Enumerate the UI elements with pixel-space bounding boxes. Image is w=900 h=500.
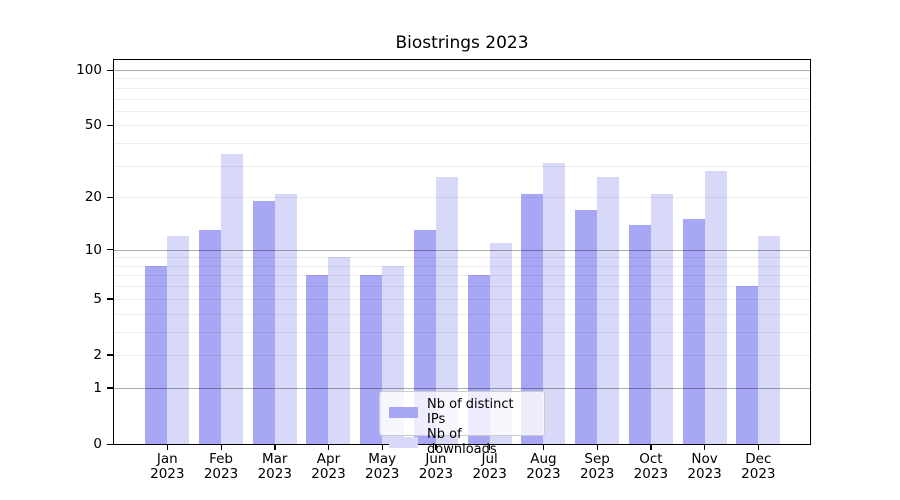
- y-tick-label-100: 100: [76, 62, 102, 78]
- legend-swatch-downloads-icon: [389, 436, 418, 448]
- gridline-minor-60: [114, 110, 810, 112]
- x-tick-label-jul: Jul 2023: [472, 451, 507, 482]
- gridline-major-10: [114, 249, 810, 251]
- x-tick-label-jan: Jan 2023: [150, 451, 185, 482]
- x-tick-label-dec: Dec 2023: [741, 451, 776, 482]
- x-tick-jan: [166, 445, 169, 450]
- y-tick-label-20: 20: [84, 189, 102, 206]
- gridline-minor-40: [114, 143, 810, 145]
- gridline-minor-2: [114, 354, 810, 356]
- bar-downloads-feb: [221, 153, 244, 444]
- bar-downloads-oct: [650, 193, 673, 444]
- x-tick-jun: [435, 445, 437, 450]
- gridline-minor-3: [114, 331, 810, 333]
- bar-ips-may: [360, 275, 383, 444]
- x-tick-label-aug: Aug 2023: [526, 451, 561, 482]
- gridline-minor-7: [114, 275, 810, 277]
- legend-label-distinct-ips: Nb of distinct IPs: [427, 397, 514, 427]
- gridline-minor-70: [114, 98, 810, 100]
- x-tick-jul: [489, 445, 491, 450]
- legend-item-downloads: Nb of downloads: [389, 427, 535, 457]
- bar-downloads-sep: [597, 176, 620, 444]
- legend-label-downloads: Nb of downloads: [427, 427, 497, 457]
- y-tick-0: [107, 443, 114, 445]
- x-tick-nov: [704, 445, 706, 450]
- bar-ips-dec: [736, 286, 759, 444]
- gridline-minor-5: [114, 298, 810, 300]
- x-tick-aug: [542, 445, 545, 450]
- x-tick-label-jun: Jun 2023: [418, 451, 454, 482]
- bar-ips-feb: [199, 230, 222, 444]
- x-tick-label-nov: Nov 2023: [687, 451, 722, 482]
- bar-downloads-mar: [274, 193, 297, 444]
- bar-ips-aug: [521, 193, 544, 444]
- x-tick-label-feb: Feb 2023: [203, 451, 239, 482]
- x-tick-oct: [650, 445, 652, 450]
- gridline-minor-80: [114, 87, 810, 89]
- gridline-minor-8: [114, 265, 810, 267]
- y-tick-label-10: 10: [84, 241, 102, 258]
- bar-ips-nov: [682, 219, 705, 444]
- y-tick-100: [107, 69, 114, 71]
- gridline-minor-9: [114, 257, 810, 259]
- y-tick-2: [107, 354, 114, 356]
- legend: Nb of distinct IPs Nb of downloads: [379, 391, 545, 457]
- bar-downloads-dec: [758, 236, 781, 444]
- gridline-minor-4: [114, 313, 810, 315]
- x-tick-dec: [757, 445, 760, 450]
- bar-ips-sep: [575, 209, 598, 444]
- x-tick-label-may: May 2023: [365, 451, 400, 482]
- bar-downloads-nov: [704, 171, 727, 444]
- gridline-minor-50: [114, 125, 810, 127]
- gridline-major-1: [114, 387, 810, 389]
- legend-item-distinct-ips: Nb of distinct IPs: [389, 397, 535, 427]
- x-tick-label-sep: Sep 2023: [579, 451, 615, 482]
- x-tick-label-oct: Oct 2023: [633, 451, 669, 482]
- x-tick-label-mar: Mar 2023: [257, 451, 292, 482]
- bar-downloads-jan: [167, 236, 190, 444]
- legend-swatch-distinct-ips-icon: [389, 406, 418, 418]
- bar-ips-oct: [628, 224, 651, 444]
- gridline-minor-30: [114, 165, 810, 167]
- y-tick-label-2: 2: [93, 346, 102, 363]
- gridline-minor-20: [114, 197, 810, 199]
- y-tick-50: [107, 124, 114, 127]
- bar-downloads-apr: [328, 257, 351, 444]
- y-tick-10: [107, 249, 114, 251]
- gridline-major-100: [114, 70, 810, 71]
- gridline-minor-6: [114, 286, 810, 288]
- y-tick-1: [107, 387, 114, 389]
- y-tick-5: [107, 298, 114, 300]
- x-tick-apr: [327, 445, 330, 450]
- bar-ips-jun: [413, 230, 436, 444]
- bar-ips-mar: [252, 201, 275, 444]
- y-tick-20: [107, 196, 114, 199]
- bar-ips-jan: [145, 265, 168, 444]
- y-tick-label-5: 5: [93, 290, 102, 307]
- gridline-minor-90: [114, 78, 810, 80]
- x-tick-feb: [220, 445, 222, 450]
- chart-title: Biostrings 2023: [395, 33, 529, 53]
- x-tick-may: [381, 445, 384, 450]
- x-tick-mar: [274, 445, 276, 450]
- x-tick-label-apr: Apr 2023: [311, 451, 346, 482]
- y-tick-label-50: 50: [84, 117, 102, 134]
- bar-ips-apr: [306, 275, 329, 444]
- y-tick-label-0: 0: [93, 436, 102, 452]
- y-tick-label-1: 1: [93, 379, 102, 396]
- bar-downloads-jun: [435, 176, 458, 444]
- x-tick-sep: [596, 445, 598, 450]
- plot-area: [113, 59, 811, 445]
- bar-downloads-aug: [543, 163, 566, 444]
